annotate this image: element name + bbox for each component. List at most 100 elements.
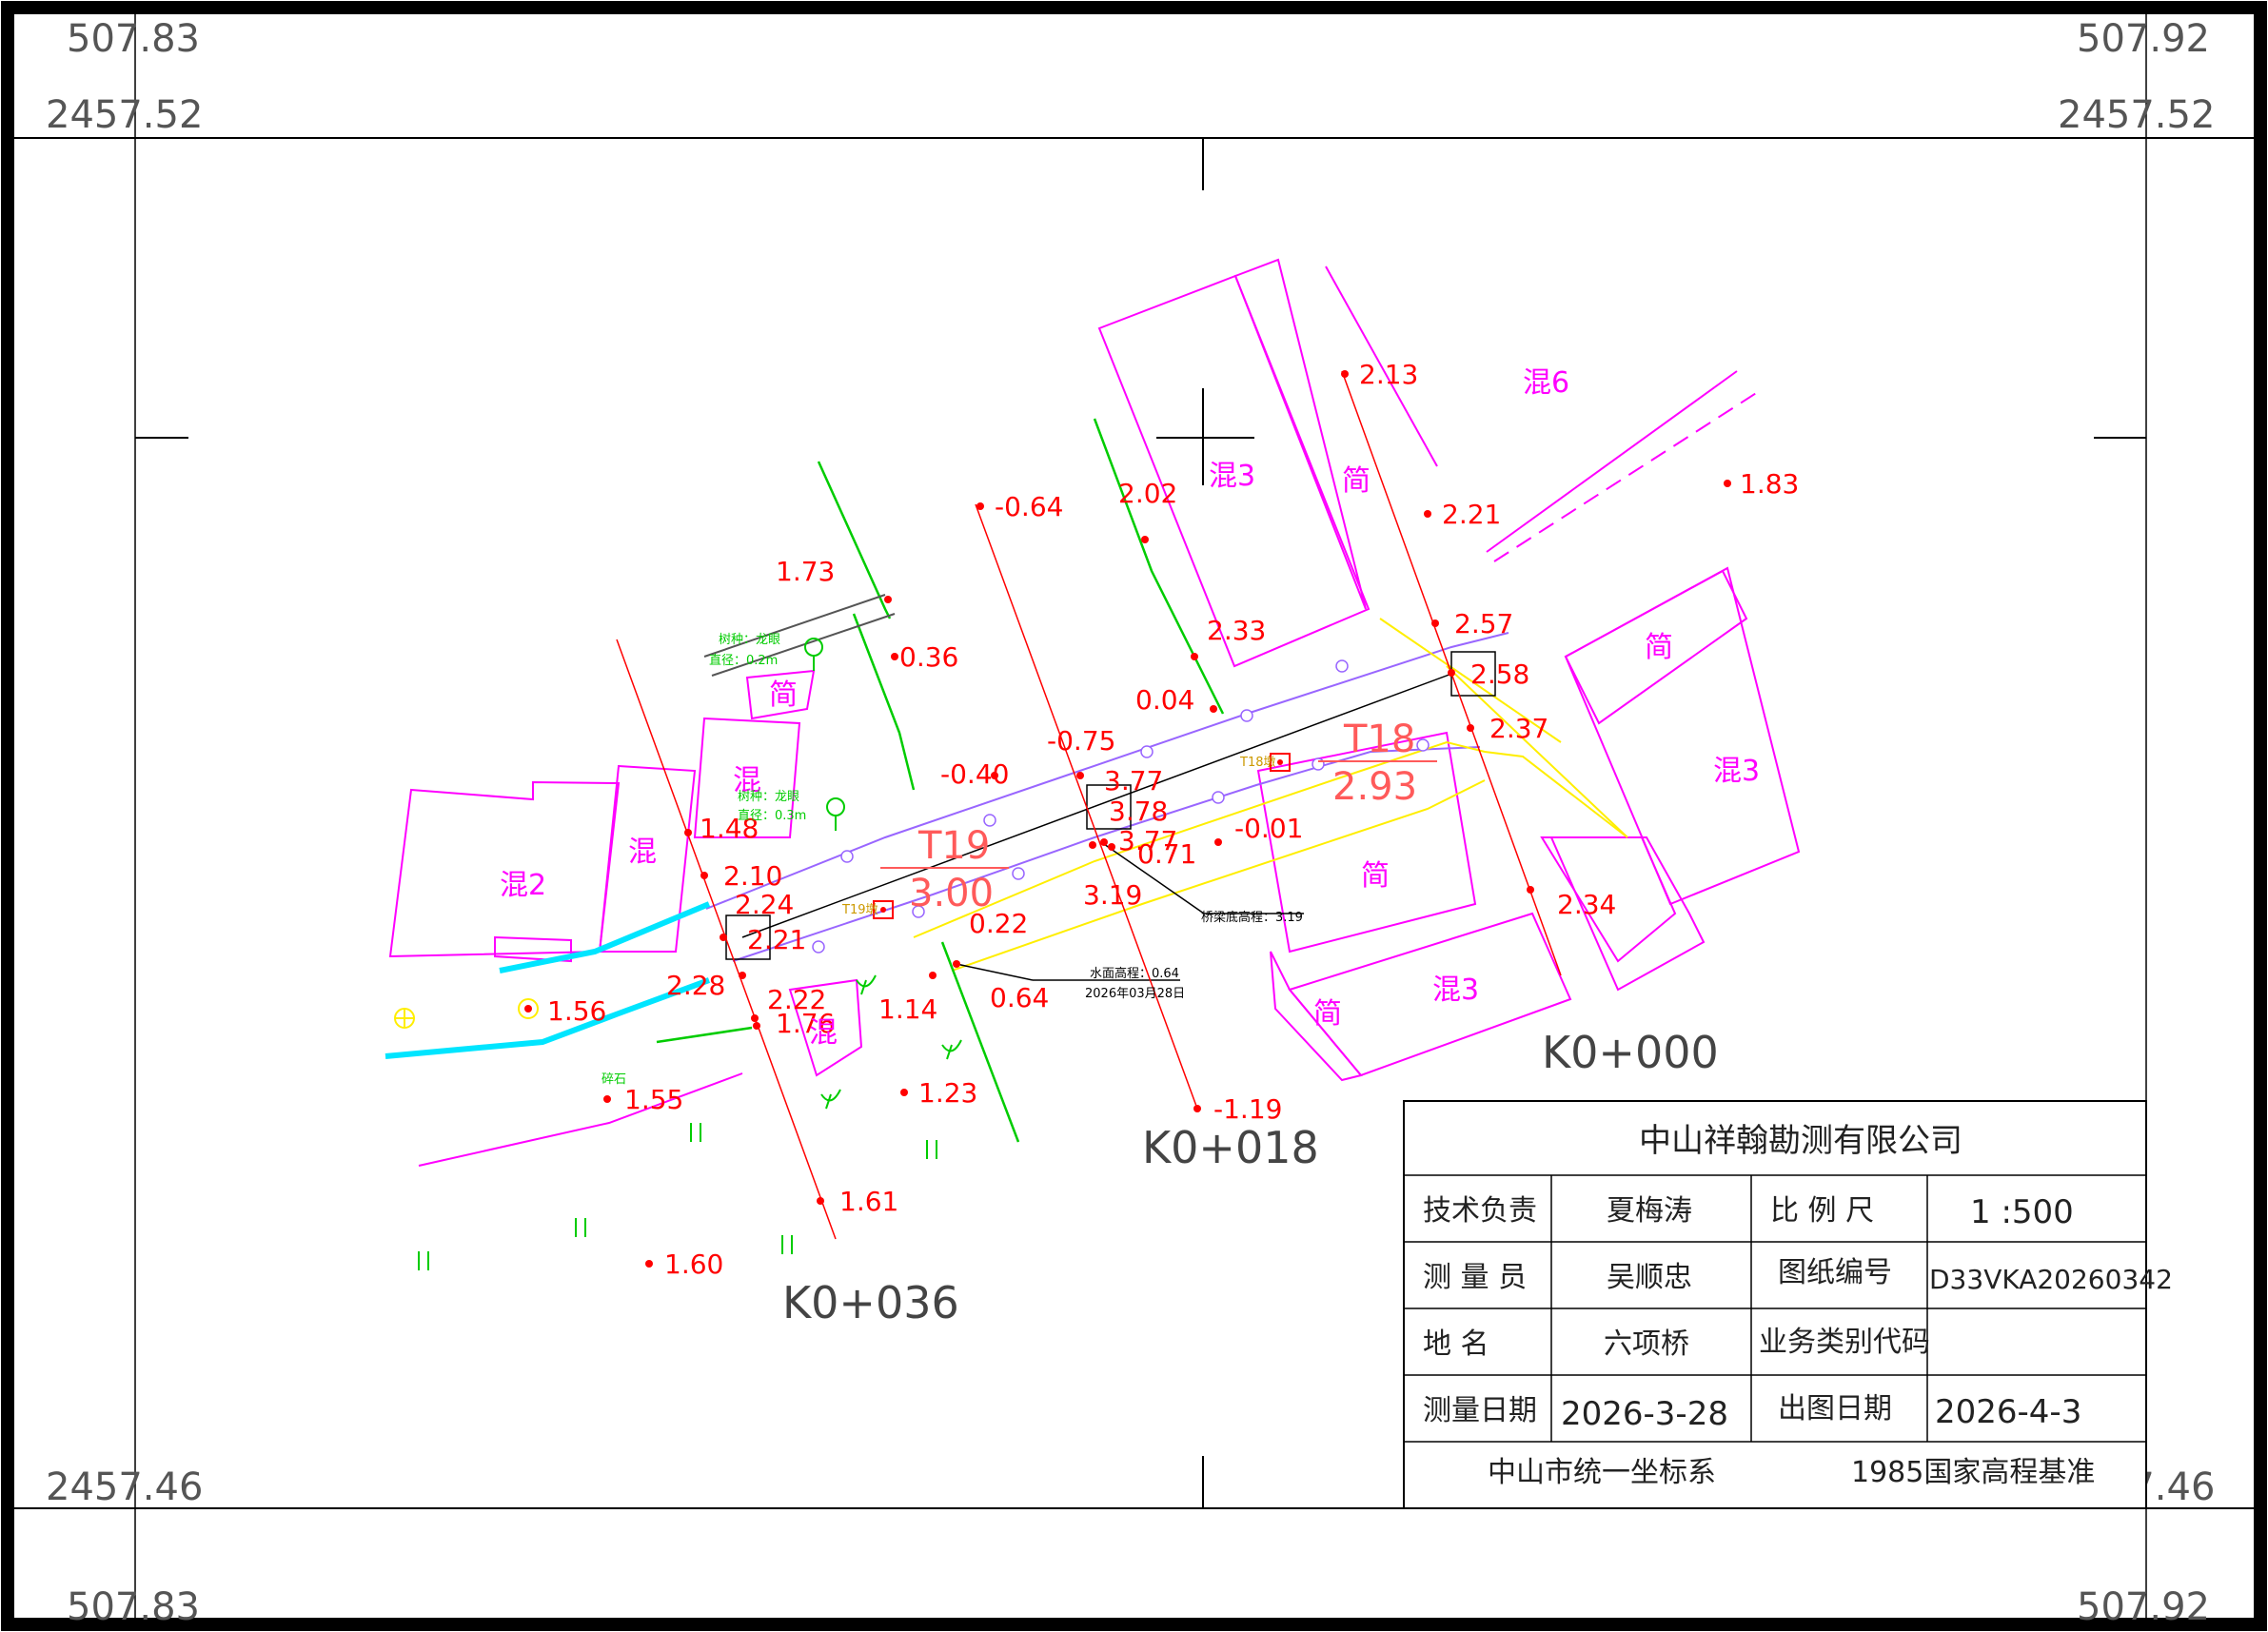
elev-label: 1.55 [624,1084,683,1115]
elev-label: -0.40 [940,758,1009,790]
title-block: 中山祥翰勘测有限公司 技术负责 夏梅涛 比 例 尺 1 :500 测 量 员 吴… [1403,1100,2173,1509]
elev-label: 1.23 [918,1077,977,1109]
scale-label: 比 例 尺 [1770,1194,1874,1228]
elev-label: 1.14 [878,993,937,1025]
drawing-no-label: 图纸编号 [1778,1256,1892,1289]
elev-label: 1.73 [776,556,835,587]
building-label: 简 [1361,859,1390,893]
elev-label: 2.21 [747,924,806,955]
elev-label: -0.64 [995,491,1063,522]
elev-label: 1.76 [776,1008,835,1039]
building-label: 简 [769,678,798,712]
tree-species-note: 树种：龙眼 [719,633,780,647]
control-point-name: T19 [917,824,990,868]
pier-note: T18墩 [1239,756,1275,770]
elev-label: 3.77 [1104,765,1163,796]
water-level-note: 水面高程：0.64 [1090,966,1179,981]
building-label: 混3 [1209,460,1255,493]
control-point-name: T18 [1343,718,1415,761]
drawing-no-value: D33VKA20260342 [1929,1264,2173,1295]
gravel-note: 碎石 [602,1072,626,1087]
pier-note: T19墩 [841,903,878,917]
tree-diameter-note: 直径：0.2m [709,654,778,668]
building-label: 混3 [1432,973,1479,1007]
elevation-labels: 2.13 1.83 2.21 -0.64 2.02 2.57 2.58 2.37… [547,359,1799,1280]
elev-label: 1.60 [664,1249,723,1280]
elev-label: -0.01 [1234,813,1303,844]
water-line [385,901,711,1059]
survey-date-label: 测量日期 [1423,1394,1537,1427]
elev-label: -1.19 [1213,1093,1282,1125]
height-datum: 1985国家高程基准 [1851,1456,2095,1489]
elevation-dots [524,370,1731,1268]
coord-top-right-x: 507.92 [2077,17,2210,61]
coord-bottom-left-y: 2457.46 [46,1465,203,1509]
building-label: 混 [628,836,657,869]
building-label: 简 [1313,997,1342,1031]
control-point-labels: T19 3.00 T18 2.93 [880,718,1437,915]
elev-label: 1.61 [839,1186,898,1217]
building-label: 混6 [1523,366,1569,400]
bridge-outline [913,618,1628,972]
road-markers [812,659,1430,954]
building-label: 混 [733,764,761,797]
elev-label: 2.02 [1118,478,1177,509]
building-label: 简 [1645,631,1673,664]
elev-label: 2.10 [723,860,782,892]
elev-label: 2.28 [666,970,725,1001]
vegetation-symbols [418,638,962,1270]
bridge-bottom-note: 桥梁底高程：3.19 [1201,910,1303,925]
buildings [388,258,1801,1082]
building-label: 混3 [1713,755,1760,788]
building-labels: 混3 简 混6 简 混3 混 混2 混 简 简 混3 简 混 [500,366,1760,1050]
station-label: K0+000 [1542,1027,1719,1078]
station-label: K0+018 [1142,1122,1319,1173]
issue-date-value: 2026-4-3 [1935,1393,2081,1431]
water-date-note: 2026年03月28日 [1085,987,1185,1001]
coord-top-left-y: 2457.52 [46,93,203,137]
coord-top-right-y: 2457.52 [2058,93,2215,137]
coord-bottom-right-x: 507.92 [2077,1585,2210,1629]
issue-date-label: 出图日期 [1778,1392,1892,1426]
elev-label: 2.58 [1470,659,1529,690]
surveyor-label: 测 量 员 [1423,1261,1527,1294]
place-label: 地 名 [1423,1327,1489,1361]
elev-label: -0.75 [1047,725,1115,757]
elev-label: 1.83 [1740,468,1799,500]
elev-label: 2.57 [1454,608,1513,639]
elev-label: 2.37 [1489,713,1548,744]
station-label: K0+036 [782,1277,959,1328]
elev-label: 2.34 [1557,889,1616,920]
coord-top-left-x: 507.83 [67,17,200,61]
coord-bottom-left-x: 507.83 [67,1585,200,1629]
elev-label: 3.19 [1083,879,1142,911]
building-label: 混 [809,1016,838,1050]
company-name: 中山祥翰勘测有限公司 [1639,1122,1962,1160]
elev-label: 0.71 [1137,838,1196,870]
biz-code-label: 业务类别代码 [1759,1326,1930,1359]
building-label: 混2 [500,869,546,902]
tree-diameter-note: 直径：0.3m [738,809,806,823]
elev-label: 3.77 [1118,825,1177,856]
road-edges [705,632,1509,962]
coord-system: 中山市统一坐标系 [1488,1456,1716,1489]
elev-label: 3.78 [1109,796,1168,827]
control-markers [394,753,1291,1029]
misc-lines [418,594,896,1167]
elev-label: 0.22 [969,908,1028,939]
elev-label: 0.04 [1135,684,1194,716]
place-value: 六项桥 [1604,1327,1689,1361]
control-point-elev: 2.93 [1332,765,1417,809]
vegetation-lines [656,418,1225,1143]
survey-date-value: 2026-3-28 [1561,1395,1728,1433]
scale-value: 1 :500 [1970,1193,2074,1231]
tree-species-note: 树种：龙眼 [738,790,799,804]
elev-label: 2.21 [1442,499,1501,530]
elev-label: 0.36 [899,641,958,673]
elev-label: 0.64 [990,982,1049,1013]
control-point-elev: 3.00 [909,872,994,915]
tech-lead-label: 技术负责 [1423,1194,1537,1228]
tech-lead-value: 夏梅涛 [1607,1194,1692,1228]
